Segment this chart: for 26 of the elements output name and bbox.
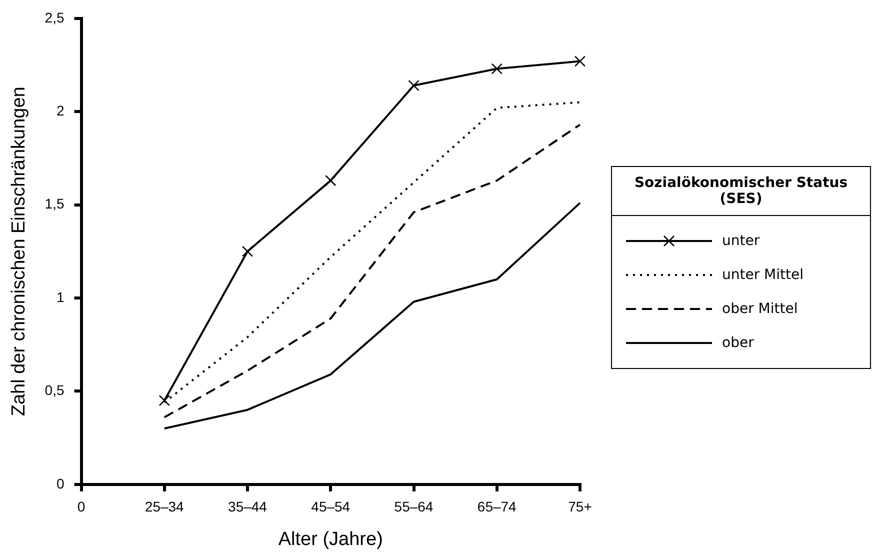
y-tick-label: 2,5 <box>44 9 64 26</box>
legend-title: Sozialökonomischer Status (SES) <box>612 167 870 216</box>
x-tick-label: 55–64 <box>394 498 434 515</box>
point <box>408 80 420 92</box>
y-tick-label: 1,5 <box>44 196 64 212</box>
y-tick-label: 1 <box>56 288 64 305</box>
x-tick-label: 25–34 <box>144 498 184 515</box>
y-tick-label: 2 <box>56 102 64 118</box>
point <box>325 174 336 186</box>
x-tick-label: 0 <box>77 498 86 515</box>
text: unter <box>722 233 760 249</box>
x-axis-title: Alter (Jahre) <box>278 528 383 550</box>
x-tick-label: 65–74 <box>477 498 517 515</box>
text: ober Mittel <box>722 301 798 317</box>
x-tick-label: 45–54 <box>311 498 350 515</box>
point <box>158 394 170 406</box>
point <box>491 63 502 74</box>
y-tick-label: 0,5 <box>44 382 64 398</box>
text: ober <box>722 335 754 351</box>
x-tick-label: 75+ <box>568 498 592 515</box>
y-tick-label: 0 <box>56 475 64 492</box>
x-tick-label: 35–44 <box>228 498 268 515</box>
text: unter Mittel <box>722 267 804 283</box>
y-axis-title: Zahl der chronischen Einschränkungen <box>8 86 30 416</box>
point <box>574 56 586 67</box>
point <box>242 246 254 257</box>
